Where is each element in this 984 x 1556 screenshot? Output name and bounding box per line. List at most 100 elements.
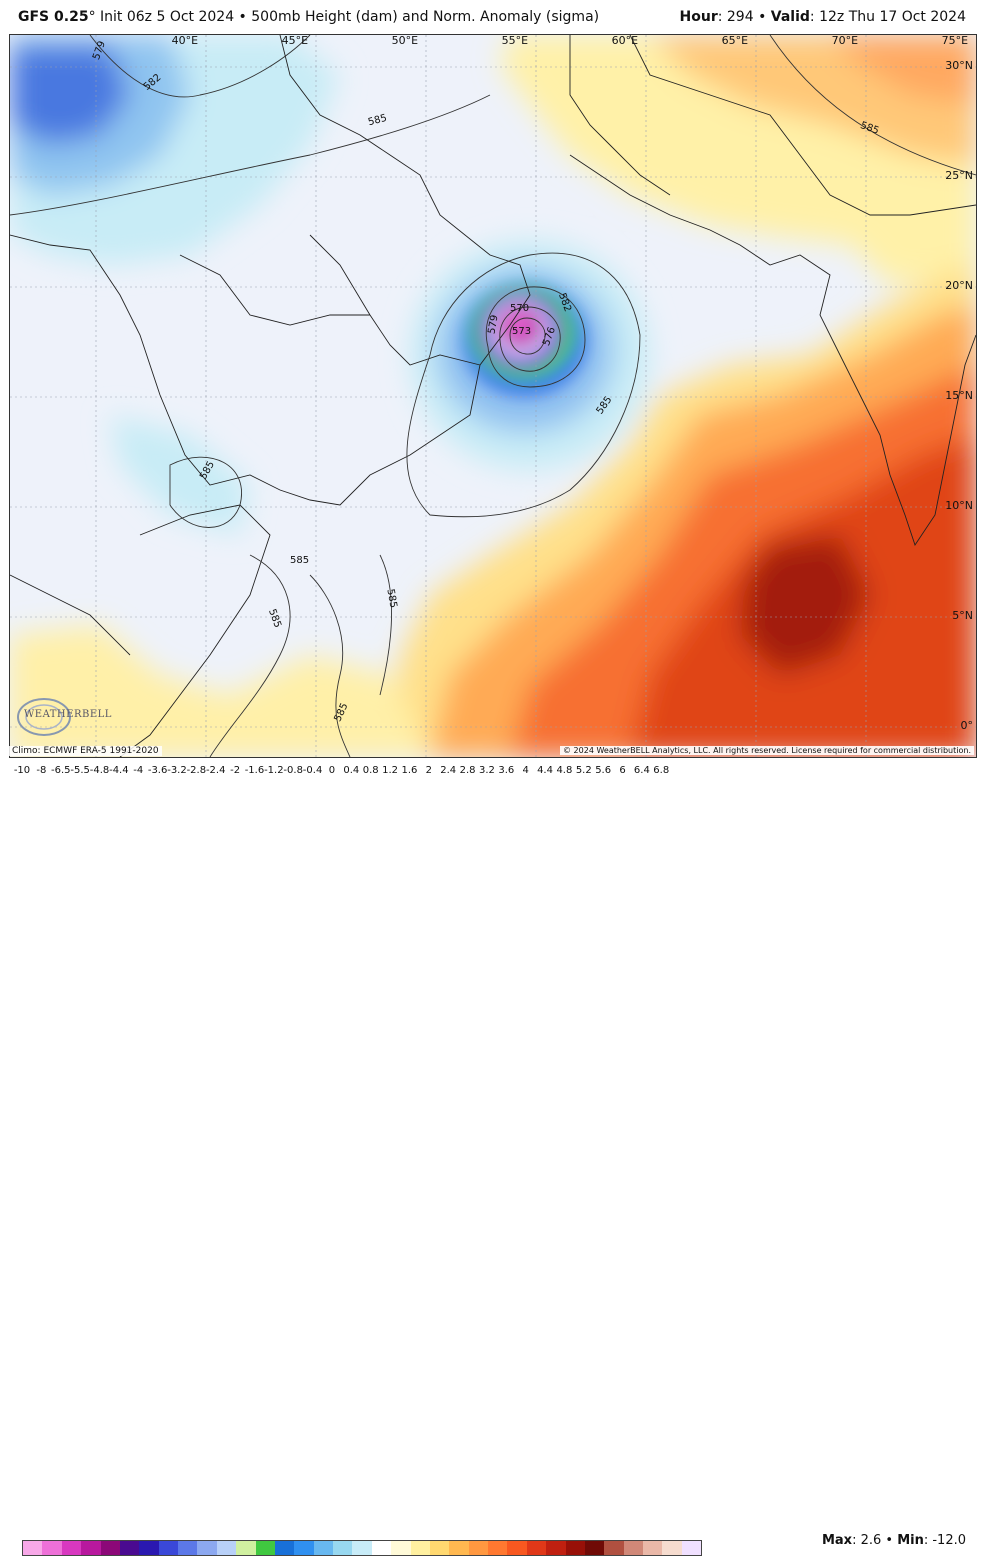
legend-tick-label: 1.2 — [382, 765, 398, 776]
colorbar-segment — [429, 1541, 450, 1555]
colorbar-segment — [61, 1541, 82, 1555]
valid-value: : 12z Thu 17 Oct 2024 — [809, 9, 966, 25]
colorbar-segment — [23, 1541, 43, 1555]
colorbar-segment — [371, 1541, 392, 1555]
colorbar-segment — [81, 1541, 101, 1555]
latitude-label: 15°N — [945, 388, 973, 402]
map-panel[interactable]: 40°E 45°E 50°E 55°E 60°E 65°E 70°E 75°E 30°N 25°… — [9, 34, 977, 758]
map-title: GFS 0.25° Init 06z 5 Oct 2024 • 500mb He… — [18, 9, 599, 25]
colorbar-segment — [468, 1541, 488, 1555]
longitude-label: 45°E — [281, 34, 309, 47]
colorbar-segment — [255, 1541, 275, 1555]
colorbar-segment — [488, 1541, 508, 1555]
legend-tick-label: 0 — [328, 765, 336, 776]
legend-tick-label: -0.8 — [283, 765, 303, 776]
colorbar-segment — [565, 1541, 585, 1555]
hour-label: Hour — [679, 9, 718, 25]
height-contours — [10, 35, 976, 757]
legend-tick-label: 6.8 — [653, 765, 670, 776]
anomaly-map — [10, 35, 976, 757]
legend-tick-label: -3.2 — [167, 765, 187, 776]
legend-tick-label: 3.6 — [498, 765, 515, 776]
legend-tick-label: 6 — [619, 765, 626, 776]
min-label: Min — [897, 1533, 924, 1548]
longitude-label: 55°E — [501, 34, 529, 47]
longitude-label: 70°E — [831, 34, 859, 47]
latitude-label: 10°N — [945, 498, 973, 512]
legend-tick-label: 6.4 — [633, 765, 650, 776]
legend-tick-label: -6.5 — [50, 765, 71, 776]
hour-value: : 294 • — [717, 9, 771, 25]
legend-tick-label: 4 — [522, 765, 529, 776]
colorbar-segment — [100, 1541, 120, 1555]
colorbar-segment — [546, 1541, 566, 1555]
logo-text: WEATHERBELL — [24, 709, 112, 720]
latitude-label: 25°N — [945, 168, 973, 182]
colorbar-segment — [216, 1541, 237, 1555]
legend-tick-label: 4.4 — [537, 765, 553, 776]
legend-tick-label: 3.2 — [478, 765, 495, 776]
legend-tick-label: 5.6 — [595, 765, 612, 776]
colorbar-segment — [623, 1541, 643, 1555]
legend-tick-label: 2.4 — [440, 765, 457, 776]
legend-tick-label: 5.2 — [575, 765, 592, 776]
legend-tick-label: -0.4 — [302, 765, 323, 776]
max-min-readout: Max: 2.6 • Min: -12.0 — [822, 1533, 966, 1548]
colorbar-segment — [507, 1541, 527, 1555]
legend-tick-label: 0.8 — [362, 765, 379, 776]
legend-tick-label: -8 — [36, 765, 47, 776]
colorbar-segment — [313, 1541, 333, 1555]
longitude-label: 50°E — [391, 34, 419, 47]
legend-tick-label: 2.8 — [459, 765, 476, 776]
legend-tick-label: -2 — [230, 765, 241, 776]
contour-label: 585 — [290, 555, 310, 566]
logo-swirl-icon — [17, 698, 71, 736]
copyright-note: © 2024 WeatherBELL Analytics, LLC. All r… — [560, 746, 974, 755]
coastlines — [10, 35, 976, 757]
legend-tick-label: 1.6 — [401, 765, 418, 776]
colorbar-segment — [42, 1541, 62, 1555]
max-label: Max — [821, 1533, 853, 1548]
max-value: : 2.6 • — [852, 1533, 898, 1548]
legend-tick-label: -4.8 — [89, 765, 110, 776]
cyclone-core-shading — [463, 284, 587, 396]
min-value: : -12.0 — [923, 1533, 966, 1548]
climo-note: Climo: ECMWF ERA-5 1991-2020 — [9, 746, 162, 756]
model-name: GFS 0.25 — [18, 9, 89, 25]
map-header: GFS 0.25° Init 06z 5 Oct 2024 • 500mb He… — [0, 0, 984, 34]
colorbar — [22, 1540, 702, 1556]
init-description: Init 06z 5 Oct 2024 • 500mb Height (dam)… — [95, 9, 600, 25]
colorbar-segment — [681, 1541, 702, 1555]
legend-tick-label: -4 — [133, 765, 144, 776]
colorbar-segment — [526, 1541, 547, 1555]
colorbar-segment — [236, 1541, 256, 1555]
latitude-label: 0° — [960, 718, 974, 732]
longitude-label: 65°E — [721, 34, 749, 47]
weatherbell-logo: WEATHERBELL — [14, 695, 111, 739]
colorbar-segment — [391, 1541, 411, 1555]
valid-label: Valid — [770, 9, 810, 25]
colorbar-segment — [158, 1541, 178, 1555]
contour-label: 573 — [512, 326, 532, 337]
legend-tick-label: 2 — [425, 765, 432, 776]
legend-tick-label: -5.5 — [70, 765, 90, 776]
degree-symbol: ° — [88, 9, 96, 25]
latitude-label: 30°N — [945, 58, 973, 72]
colorbar-segment — [197, 1541, 217, 1555]
colorbar-segment — [119, 1541, 140, 1555]
colorbar-segment — [139, 1541, 159, 1555]
legend-tick-label: 4.8 — [556, 765, 573, 776]
contour-label: 570 — [510, 303, 530, 314]
legend-tick-label: 0.4 — [343, 765, 360, 776]
colorbar-segment — [449, 1541, 469, 1555]
colorbar-segment — [178, 1541, 198, 1555]
legend-tick-label: -1.2 — [264, 765, 284, 776]
colorbar-segment — [662, 1541, 682, 1555]
legend-tick-label: -2.4 — [205, 765, 226, 776]
colorbar-segment — [584, 1541, 605, 1555]
color-legend: -10 -8 -6.5 -5.5 -4.8 -4.4 -4 -3.6 -3.2 -2.8 -2.4-… — [0, 762, 984, 1556]
colorbar-segment — [352, 1541, 372, 1555]
colorbar-segment — [274, 1541, 295, 1555]
colorbar-segment — [410, 1541, 430, 1555]
legend-tick-label: -2.8 — [186, 765, 207, 776]
